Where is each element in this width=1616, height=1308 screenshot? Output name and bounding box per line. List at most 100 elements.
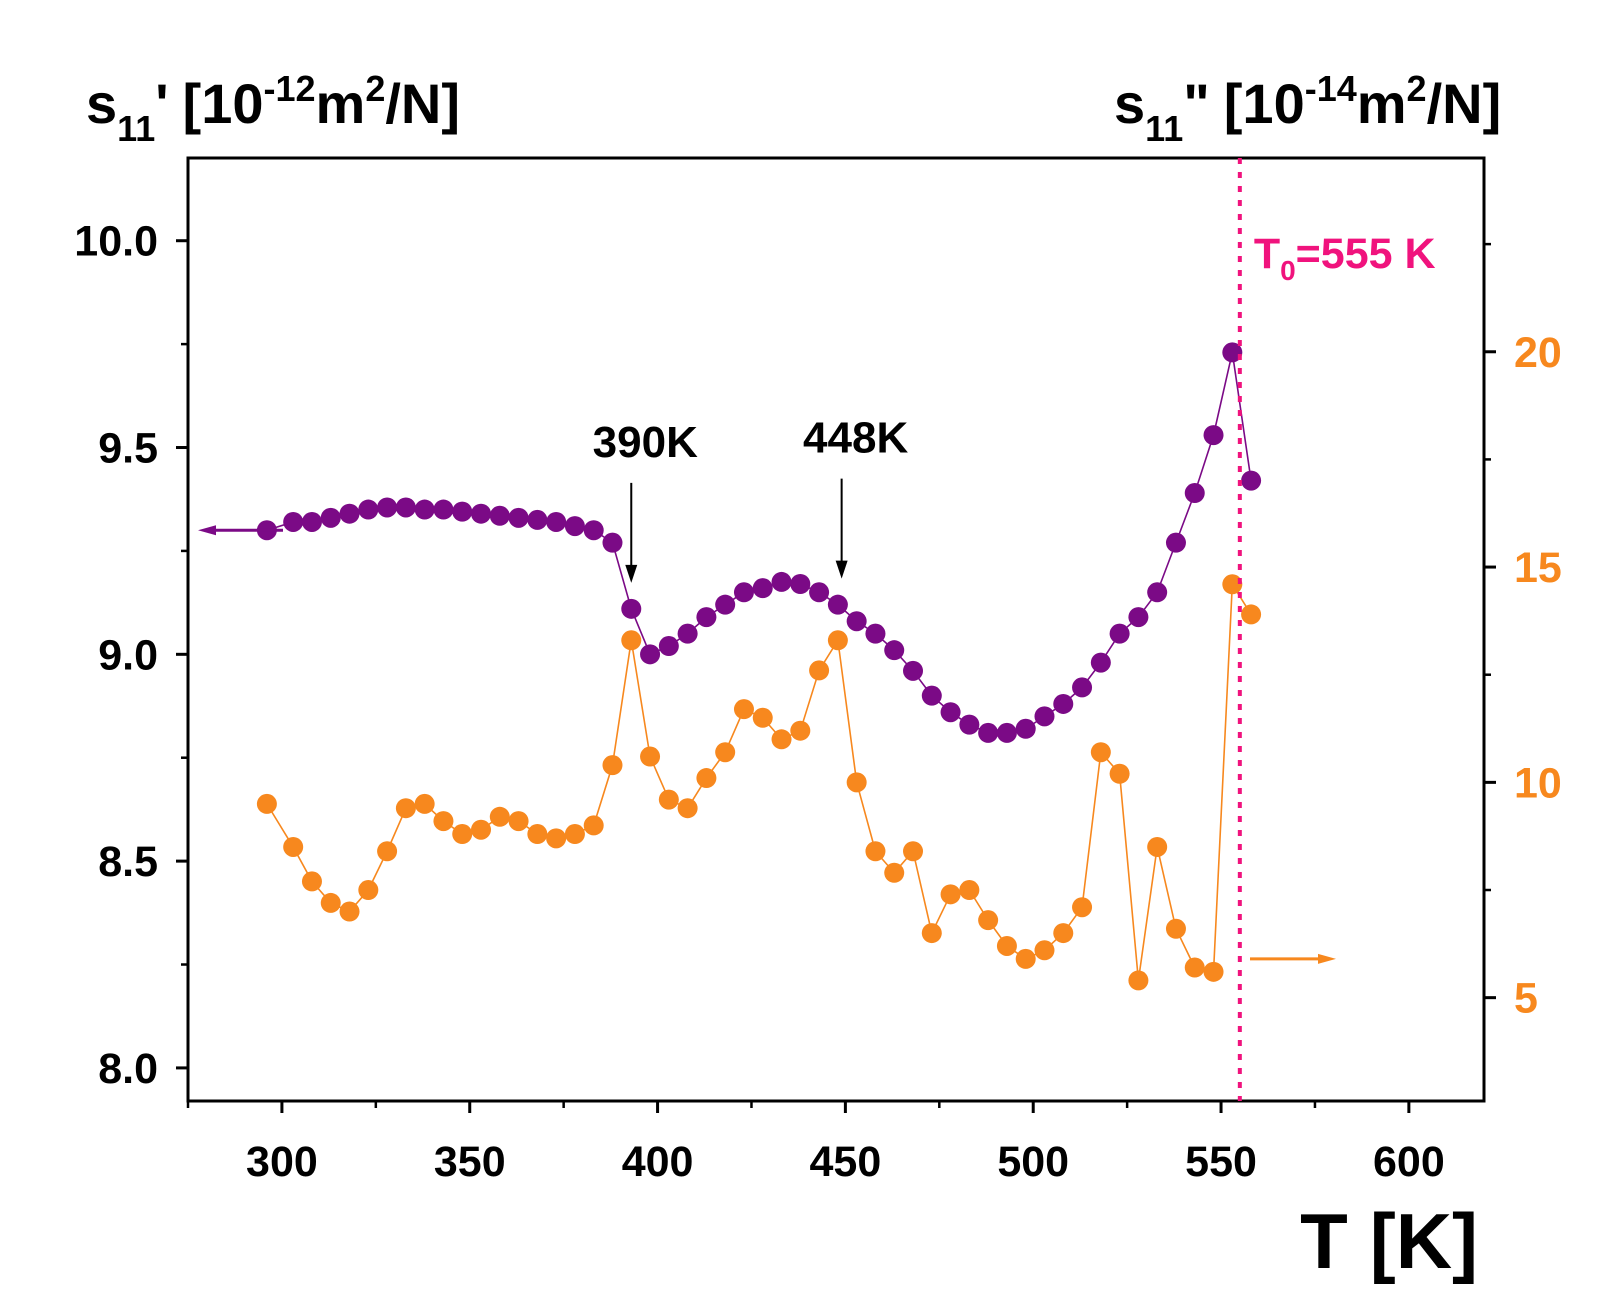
data-point-imag [1241, 604, 1262, 625]
data-point-imag [1222, 574, 1243, 595]
data-point-imag [339, 901, 360, 922]
x-tick-label: 600 [1373, 1138, 1445, 1186]
data-point-real [508, 507, 529, 528]
data-point-imag [903, 841, 924, 862]
data-point-imag [1147, 836, 1168, 857]
data-point-real [621, 598, 642, 619]
data-point-imag [395, 798, 416, 819]
data-point-imag [320, 892, 341, 913]
data-point-real [1034, 706, 1055, 727]
data-point-real [865, 623, 886, 644]
data-point-real [452, 501, 473, 522]
data-point-real [1222, 342, 1243, 363]
data-point-imag [827, 630, 848, 651]
data-point-imag [790, 720, 811, 741]
data-point-real [358, 499, 379, 520]
data-point-imag [978, 910, 999, 931]
x-tick-label: 500 [997, 1138, 1069, 1186]
x-tick-label: 450 [810, 1138, 882, 1186]
annotation-label: 390K [593, 418, 698, 467]
data-point-real [564, 516, 585, 537]
data-point-imag [452, 824, 473, 845]
data-point-imag [1072, 897, 1093, 918]
data-point-imag [846, 772, 867, 793]
data-point-imag [301, 871, 322, 892]
data-point-imag [546, 828, 567, 849]
data-point-imag [921, 923, 942, 944]
data-point-real [414, 499, 435, 520]
data-point-imag [283, 836, 304, 857]
data-point-imag [377, 841, 398, 862]
data-point-real [1015, 718, 1036, 739]
data-point-imag [696, 768, 717, 789]
data-point-real [546, 511, 567, 532]
data-point-imag [527, 824, 548, 845]
data-point-real [978, 722, 999, 743]
data-point-real [433, 499, 454, 520]
data-point-real [471, 503, 492, 524]
data-point-imag [940, 884, 961, 905]
data-point-real [903, 660, 924, 681]
data-point-imag [564, 824, 585, 845]
data-point-imag [1034, 940, 1055, 961]
right-tick-label: 15 [1514, 544, 1562, 592]
data-point-imag [583, 815, 604, 836]
data-point-imag [1015, 948, 1036, 969]
data-point-real [1184, 483, 1205, 504]
data-point-imag [358, 880, 379, 901]
right-axis-arrowhead [1318, 953, 1336, 964]
data-point-imag [414, 793, 435, 814]
x-tick-label: 400 [622, 1138, 694, 1186]
data-point-real [771, 571, 792, 592]
data-point-imag [865, 841, 886, 862]
data-point-real [602, 532, 623, 553]
data-point-imag [771, 729, 792, 750]
right-tick-label: 5 [1514, 975, 1538, 1023]
data-point-real [283, 511, 304, 532]
data-point-imag [752, 707, 773, 728]
left-tick-label: 10.0 [74, 218, 158, 266]
data-point-imag [1090, 742, 1111, 763]
x-tick-label: 550 [1185, 1138, 1257, 1186]
data-point-real [1128, 607, 1149, 628]
transition-label: T0=555 K [1254, 230, 1436, 286]
data-point-real [940, 702, 961, 723]
data-point-real [640, 644, 661, 665]
annotation-arrowhead [835, 560, 848, 579]
left-tick-label: 9.0 [98, 631, 158, 679]
data-point-real [301, 511, 322, 532]
data-point-real [583, 520, 604, 541]
data-point-real [1072, 677, 1093, 698]
data-point-real [921, 685, 942, 706]
data-point-real [696, 607, 717, 628]
data-point-imag [658, 789, 679, 810]
data-point-real [1053, 693, 1074, 714]
left-axis-label: s11' [10-12m2/N] [86, 68, 460, 149]
data-point-imag [1109, 763, 1130, 784]
data-point-imag [1053, 923, 1074, 944]
annotation-label: 448K [803, 414, 908, 463]
data-point-imag [677, 798, 698, 819]
data-point-imag [508, 811, 529, 832]
left-tick-label: 8.0 [98, 1045, 158, 1093]
data-point-real [959, 714, 980, 735]
data-point-real [846, 611, 867, 632]
data-point-imag [1165, 918, 1186, 939]
data-point-imag [1128, 970, 1149, 991]
data-point-imag [640, 746, 661, 767]
data-point-real [677, 623, 698, 644]
data-point-real [527, 509, 548, 530]
left-axis-arrowhead [198, 525, 216, 536]
left-tick-label: 9.5 [98, 425, 158, 473]
data-point-imag [256, 793, 277, 814]
data-point-real [1203, 425, 1224, 446]
x-axis-label: T [K] [1300, 1197, 1478, 1285]
data-point-imag [471, 819, 492, 840]
x-tick-label: 300 [246, 1138, 318, 1186]
data-point-real [996, 722, 1017, 743]
annotation-arrowhead [625, 564, 638, 583]
data-point-real [752, 578, 773, 599]
data-point-imag [959, 880, 980, 901]
data-point-real [658, 636, 679, 657]
